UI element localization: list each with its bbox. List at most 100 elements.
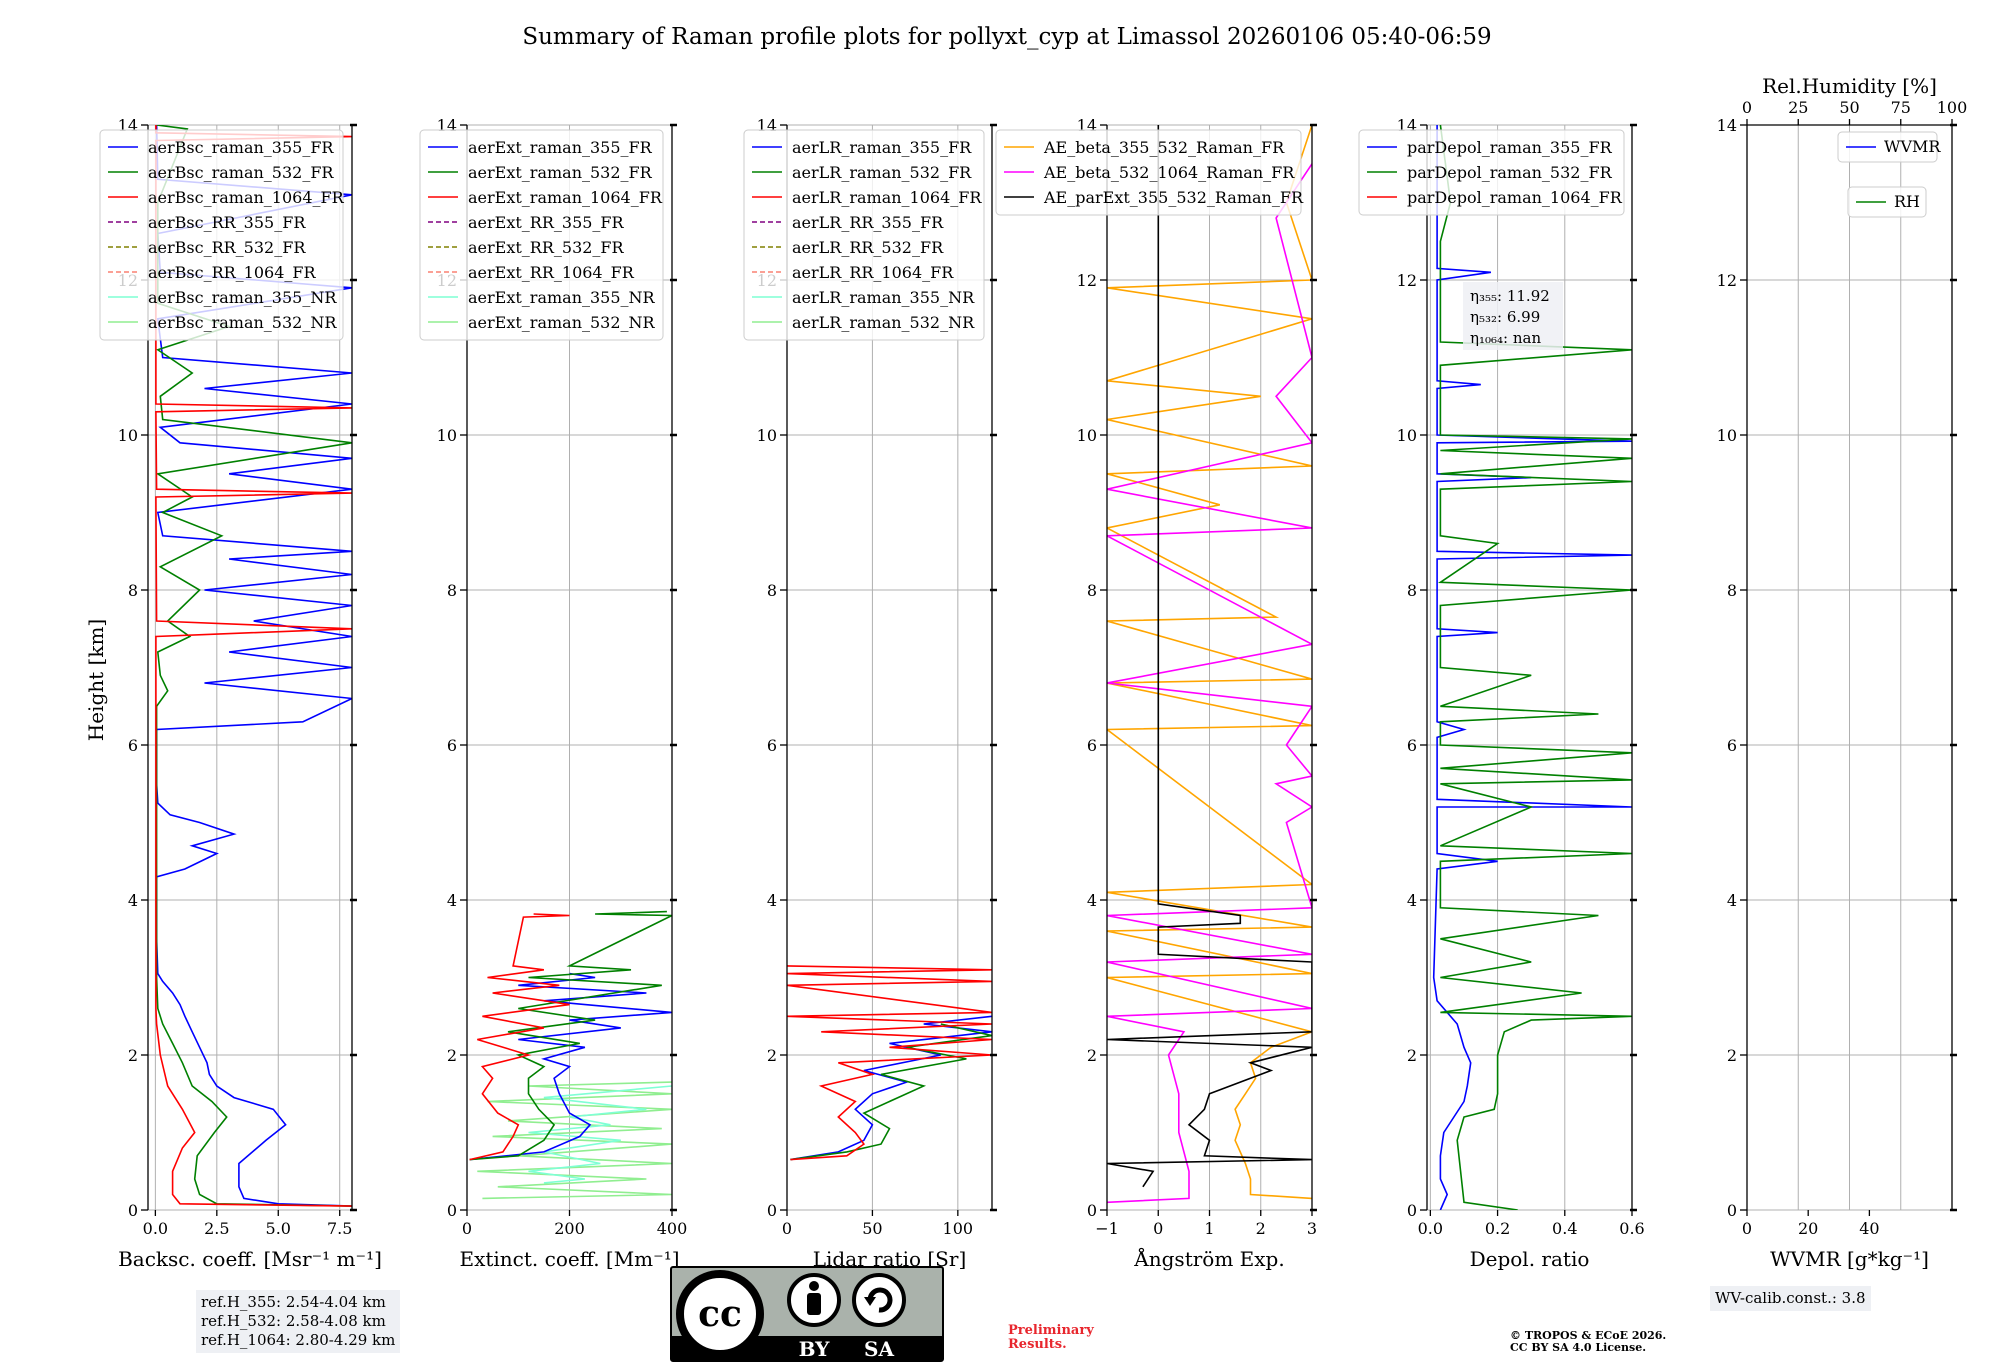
legend-label: aerLR_raman_355_FR: [792, 138, 972, 157]
x-axis-label: Ångström Exp.: [1133, 1246, 1284, 1271]
y-tick-label: 10: [1717, 426, 1737, 445]
y-tick-label: 4: [1407, 891, 1417, 910]
legend-label: aerLR_raman_532_NR: [792, 313, 975, 332]
x-tick-label: 50: [862, 1219, 882, 1238]
x-tick-label: 3: [1307, 1219, 1317, 1238]
sa-label: SA: [864, 1337, 894, 1361]
legend-label: AE_beta_355_532_Raman_FR: [1043, 138, 1285, 157]
y-tick-label: 6: [767, 736, 777, 755]
legend-box: [1837, 131, 1938, 163]
legend-label: aerBsc_raman_532_FR: [148, 163, 334, 182]
y-tick-label: 4: [447, 891, 457, 910]
refh-355: ref.H_355: 2.54-4.04 km: [201, 1293, 386, 1311]
legend-label: aerBsc_raman_532_NR: [148, 313, 337, 332]
legend-label: parDepol_raman_532_FR: [1407, 163, 1613, 182]
panel-lidar-ratio: 02468101214050100Lidar ratio [Sr]aerLR_r…: [743, 116, 997, 1271]
legend-label: aerBsc_RR_532_FR: [148, 238, 306, 257]
series-parDepol_raman_532_FR: [1437, 125, 1632, 1210]
share-alike-icon: [852, 1273, 906, 1327]
legend-box: [1358, 129, 1625, 216]
series-AE_parExt_355_532_Raman_FR: [1107, 125, 1312, 1188]
y-tick-label: 0: [128, 1201, 138, 1220]
legend-label: aerLR_raman_532_FR: [792, 163, 972, 182]
y-tick-label: 0: [447, 1201, 457, 1220]
preliminary-line-2: Results.: [1008, 1337, 1067, 1352]
copyright-line-1: © TROPOS & ECoE 2026.: [1510, 1329, 1667, 1342]
x-axis-label: Backsc. coeff. [Msr⁻¹ m⁻¹]: [118, 1247, 382, 1271]
y-tick-label: 8: [1727, 581, 1737, 600]
x-tick-label: 5.0: [266, 1219, 291, 1238]
y-tick-label: 8: [767, 581, 777, 600]
x-tick-label: 0.6: [1619, 1219, 1644, 1238]
x-tick-label: 2: [1256, 1219, 1266, 1238]
copyright-line-2: CC BY SA 4.0 License.: [1510, 1341, 1647, 1354]
legend-label: aerLR_raman_1064_FR: [792, 188, 982, 207]
series-aerExt_raman_532_NR: [477, 1081, 672, 1200]
y-tick-label: 10: [757, 426, 777, 445]
x-tick-label: 7.5: [327, 1219, 352, 1238]
legend-label: aerLR_raman_355_NR: [792, 288, 975, 307]
legend-label: aerExt_raman_532_NR: [468, 313, 656, 332]
copyright-note: © TROPOS & ECoE 2026. CC BY SA 4.0 Licen…: [1510, 1330, 1666, 1354]
top-x-axis-label: Rel.Humidity [%]: [1762, 74, 1937, 98]
legend-label: aerLR_RR_532_FR: [792, 238, 944, 257]
x-tick-label: 100: [943, 1219, 974, 1238]
y-tick-label: 8: [1087, 581, 1097, 600]
legend-box: [995, 129, 1302, 216]
eta-annotation-box: [1463, 282, 1563, 350]
y-tick-label: 14: [1717, 116, 1737, 135]
y-tick-label: 6: [128, 736, 138, 755]
legend-label: aerExt_RR_1064_FR: [468, 263, 635, 282]
eta-annotation: η₃₅₅: 11.92: [1470, 287, 1550, 305]
y-tick-label: 12: [1077, 271, 1097, 290]
y-tick-label: 0: [767, 1201, 777, 1220]
y-tick-label: 4: [1087, 891, 1097, 910]
figure-title: Summary of Raman profile plots for polly…: [522, 24, 1491, 50]
x-tick-label: 0: [462, 1219, 472, 1238]
series-aerBsc_raman_1064_FR: [155, 125, 352, 1207]
reference-height-box: ref.H_355: 2.54-4.04 km ref.H_532: 2.58-…: [196, 1290, 401, 1353]
series-aerLR_raman_1064_FR: [787, 965, 992, 1161]
legend-label: aerExt_RR_532_FR: [468, 238, 625, 257]
top-x-tick-label: 50: [1839, 98, 1859, 117]
series-AE_beta_532_1064_Raman_FR: [1107, 163, 1312, 1204]
y-tick-label: 4: [128, 891, 138, 910]
legend-label: parDepol_raman_1064_FR: [1407, 188, 1623, 207]
refh-1064: ref.H_1064: 2.80-4.29 km: [201, 1331, 396, 1349]
eta-annotation: η₅₃₂: 6.99: [1470, 308, 1540, 326]
y-tick-label: 2: [128, 1046, 138, 1065]
y-tick-label: 2: [1087, 1046, 1097, 1065]
y-tick-label: 0: [1407, 1201, 1417, 1220]
y-tick-label: 4: [1727, 891, 1737, 910]
legend-label: aerBsc_raman_355_FR: [148, 138, 334, 157]
series-parDepol_raman_355_FR: [1432, 125, 1632, 1210]
cc-license-badge: cc BY SA: [670, 1266, 944, 1362]
legend-box: [743, 129, 985, 341]
y-tick-label: 10: [1397, 426, 1417, 445]
legend-label: AE_beta_532_1064_Raman_FR: [1043, 163, 1295, 182]
legend-box: [99, 129, 344, 341]
y-tick-label: 2: [767, 1046, 777, 1065]
legend-label: aerBsc_raman_355_NR: [148, 288, 337, 307]
y-tick-label: 6: [1087, 736, 1097, 755]
x-tick-label: 40: [1859, 1219, 1879, 1238]
y-axis-label: Height [km]: [84, 619, 108, 741]
y-tick-label: 2: [447, 1046, 457, 1065]
x-tick-label: 2.5: [204, 1219, 229, 1238]
y-tick-label: 10: [437, 426, 457, 445]
series-AE_beta_355_532_Raman_FR: [1107, 125, 1312, 1200]
x-axis-label: WVMR [g*kg⁻¹]: [1770, 1247, 1929, 1271]
series-aerExt_raman_1064_FR: [469, 913, 570, 1161]
legend-label: aerExt_raman_1064_FR: [468, 188, 663, 207]
series-aerBsc_raman_355_FR: [155, 125, 352, 1207]
y-tick-label: 8: [447, 581, 457, 600]
x-tick-label: −1: [1095, 1219, 1119, 1238]
legend-label: parDepol_raman_355_FR: [1407, 138, 1613, 157]
y-tick-label: 4: [767, 891, 777, 910]
x-tick-label: 400: [657, 1219, 688, 1238]
top-x-tick-label: 25: [1788, 98, 1808, 117]
y-tick-label: 6: [1407, 736, 1417, 755]
